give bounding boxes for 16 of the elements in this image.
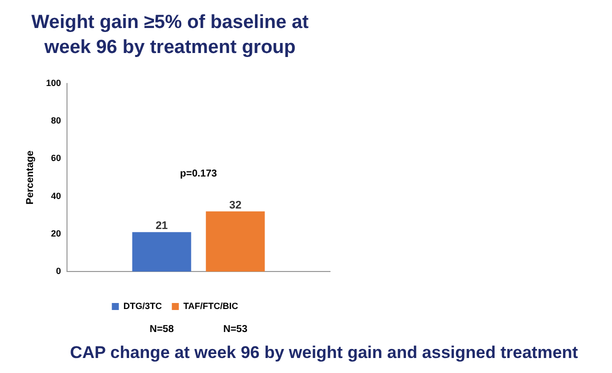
y-tick-label: 80 [51,116,62,126]
y-tick-label: 20 [51,228,62,238]
y-tick-label: 100 [46,78,62,88]
text: N=58 [150,324,174,335]
annotation: p=0.173 [180,168,218,180]
y-tick-label: 40 [51,190,62,201]
text: CAP change at week 96 by weight gain and assigned treatment [70,343,579,363]
data-label: 21 [156,220,168,232]
y-tick-label: 0 [56,266,62,276]
legend-label: DTG/3TC [123,300,162,311]
y-axis-title: Percentage [24,150,36,204]
data-label: 32 [229,199,242,212]
chart-title: Weight gain ≥5% of baseline at week 96 by treatment group [30,11,310,60]
text: N=53 [223,324,248,335]
y-tick-label: 60 [51,153,62,164]
legend-label: TAF/FTC/BIC [183,300,239,311]
